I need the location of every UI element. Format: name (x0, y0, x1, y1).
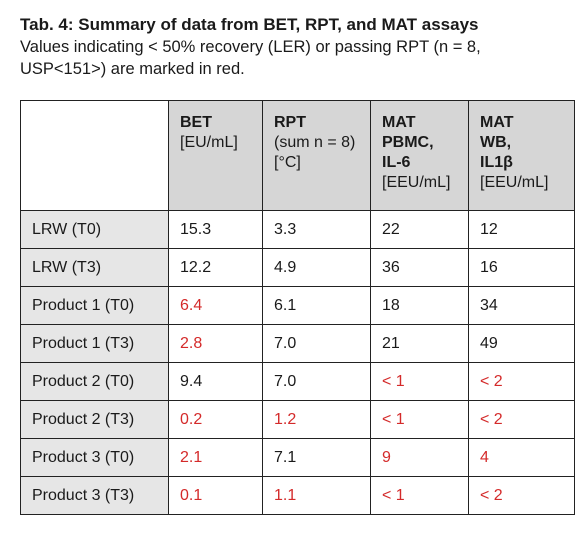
cell-mat-wb: 49 (468, 324, 575, 363)
cell-mat-wb: 34 (468, 286, 575, 325)
cell-mat-pbmc: 21 (370, 324, 469, 363)
cell-mat-pbmc: 9 (370, 438, 469, 477)
cell-rpt: 4.9 (262, 248, 371, 287)
cell-mat-pbmc: 22 (370, 210, 469, 249)
cell-rpt: 1.1 (262, 476, 371, 515)
header-mat-pbmc-line3: IL-6 (382, 154, 411, 171)
header-mat-pbmc: MAT PBMC, IL-6 [EEU/mL] (370, 100, 469, 211)
header-bet-unit: [EU/mL] (180, 134, 238, 151)
header-rpt-unit: [°C] (274, 154, 301, 171)
cell-bet: 9.4 (168, 362, 263, 401)
table-title: Tab. 4: Summary of data from BET, RPT, a… (20, 15, 479, 34)
cell-mat-pbmc: < 1 (370, 400, 469, 439)
cell-mat-pbmc: 36 (370, 248, 469, 287)
header-mat-pbmc-line2: PBMC, (382, 134, 434, 151)
table-row: LRW (T3) 12.2 4.9 36 16 (20, 248, 575, 287)
cell-mat-pbmc: < 1 (370, 476, 469, 515)
cell-rpt: 7.0 (262, 324, 371, 363)
row-label: Product 1 (T3) (20, 324, 169, 363)
row-label: Product 3 (T0) (20, 438, 169, 477)
row-label: Product 2 (T0) (20, 362, 169, 401)
row-label: Product 3 (T3) (20, 476, 169, 515)
table-row: Product 1 (T3) 2.8 7.0 21 49 (20, 324, 575, 363)
table-row: Product 1 (T0) 6.4 6.1 18 34 (20, 286, 575, 325)
cell-mat-wb: < 2 (468, 400, 575, 439)
header-rpt: RPT (sum n = 8) [°C] (262, 100, 371, 211)
cell-bet: 15.3 (168, 210, 263, 249)
table-row: Product 2 (T3) 0.2 1.2 < 1 < 2 (20, 400, 575, 439)
header-mat-wb-line1: MAT (480, 114, 514, 131)
caption-line-2: USP<151>) are marked in red. (20, 60, 245, 78)
cell-mat-pbmc: 18 (370, 286, 469, 325)
cell-mat-pbmc: < 1 (370, 362, 469, 401)
table-row: LRW (T0) 15.3 3.3 22 12 (20, 210, 575, 249)
caption-line-1: Values indicating < 50% recovery (LER) o… (20, 38, 481, 56)
cell-mat-wb: 4 (468, 438, 575, 477)
table-row: Product 3 (T3) 0.1 1.1 < 1 < 2 (20, 476, 575, 515)
cell-mat-wb: 16 (468, 248, 575, 287)
header-mat-wb-line3: IL1β (480, 154, 513, 171)
header-mat-pbmc-line1: MAT (382, 114, 416, 131)
row-label: Product 2 (T3) (20, 400, 169, 439)
header-row: BET [EU/mL] RPT (sum n = 8) [°C] MAT PBM… (20, 100, 575, 211)
cell-bet: 12.2 (168, 248, 263, 287)
data-table: BET [EU/mL] RPT (sum n = 8) [°C] MAT PBM… (20, 100, 575, 515)
cell-rpt: 1.2 (262, 400, 371, 439)
header-rpt-sum: (sum n = 8) (274, 134, 356, 151)
header-mat-wb-unit: [EEU/mL] (480, 174, 549, 191)
table-row: Product 2 (T0) 9.4 7.0 < 1 < 2 (20, 362, 575, 401)
header-mat-wb: MAT WB, IL1β [EEU/mL] (468, 100, 575, 211)
row-label: LRW (T3) (20, 248, 169, 287)
cell-rpt: 3.3 (262, 210, 371, 249)
header-bet: BET [EU/mL] (168, 100, 263, 211)
cell-bet: 2.1 (168, 438, 263, 477)
row-label: Product 1 (T0) (20, 286, 169, 325)
cell-rpt: 7.1 (262, 438, 371, 477)
header-corner-cell (20, 100, 169, 211)
header-mat-wb-line2: WB, (480, 134, 512, 151)
cell-rpt: 6.1 (262, 286, 371, 325)
header-rpt-name: RPT (274, 114, 306, 131)
table-caption: Tab. 4: Summary of data from BET, RPT, a… (20, 14, 580, 80)
cell-bet: 0.2 (168, 400, 263, 439)
cell-bet: 0.1 (168, 476, 263, 515)
cell-mat-wb: 12 (468, 210, 575, 249)
header-mat-pbmc-unit: [EEU/mL] (382, 174, 451, 191)
cell-bet: 2.8 (168, 324, 263, 363)
row-label: LRW (T0) (20, 210, 169, 249)
cell-bet: 6.4 (168, 286, 263, 325)
cell-mat-wb: < 2 (468, 362, 575, 401)
table-row: Product 3 (T0) 2.1 7.1 9 4 (20, 438, 575, 477)
cell-rpt: 7.0 (262, 362, 371, 401)
cell-mat-wb: < 2 (468, 476, 575, 515)
header-bet-name: BET (180, 114, 212, 131)
